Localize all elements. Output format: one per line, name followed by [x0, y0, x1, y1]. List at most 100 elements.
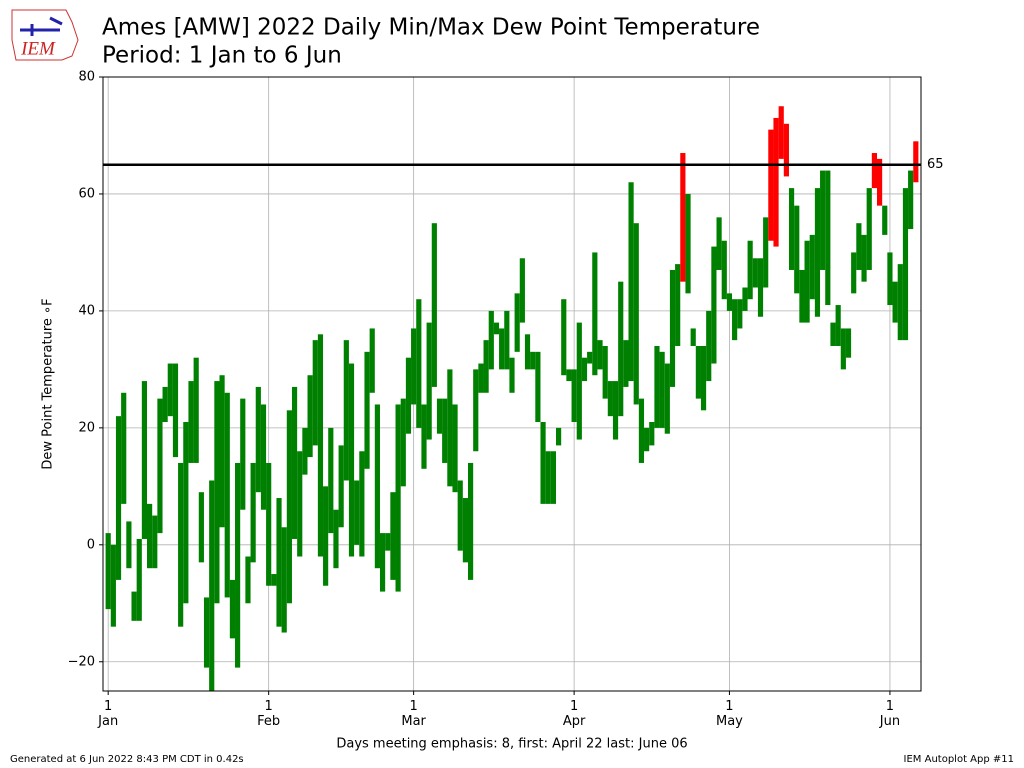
bar: [457, 480, 463, 551]
bar: [571, 369, 577, 423]
bar: [328, 427, 334, 534]
bar: [343, 340, 349, 481]
bar: [644, 427, 650, 452]
chart-title: Ames [AMW] 2022 Daily Min/Max Dew Point …: [102, 15, 760, 41]
bar: [333, 509, 339, 569]
bar: [390, 492, 396, 580]
bar: [700, 345, 707, 411]
y-tick-label: 20: [78, 420, 95, 435]
bar: [488, 310, 494, 370]
bar: [235, 462, 241, 668]
bar: [214, 381, 220, 604]
bar: [587, 351, 593, 364]
bar: [302, 427, 308, 475]
bar: [426, 322, 432, 440]
bar: [820, 170, 826, 270]
bar: [814, 188, 821, 317]
bar: [312, 340, 318, 446]
bar: [550, 451, 557, 504]
bar: [152, 515, 158, 569]
bar: [706, 310, 712, 382]
bar: [799, 269, 805, 323]
bar: [897, 264, 903, 341]
bar: [323, 486, 329, 586]
bar: [452, 404, 458, 493]
bar: [442, 398, 448, 463]
bar: [121, 392, 127, 504]
bar: [711, 246, 717, 364]
bar: [690, 328, 696, 346]
bar: [675, 264, 681, 346]
bar: [654, 345, 660, 428]
bar: [752, 258, 758, 288]
bar: [421, 404, 427, 469]
logo-text: IEM: [20, 38, 56, 59]
bar: [876, 158, 883, 206]
bar: [540, 422, 546, 504]
y-tick-label: 80: [78, 70, 95, 85]
bar: [245, 556, 251, 604]
bar: [742, 287, 748, 311]
bar: [374, 404, 380, 569]
bar: [307, 375, 313, 458]
bar: [483, 340, 489, 393]
x-tick-label: 1 Apr: [562, 699, 586, 729]
bar: [266, 462, 272, 586]
bar: [467, 462, 474, 580]
bar: [592, 252, 598, 376]
bar: [338, 445, 344, 528]
bar: [188, 381, 194, 463]
bar: [783, 123, 789, 177]
logo: IEM: [11, 9, 79, 61]
y-tick-label: 0: [87, 537, 95, 552]
bar: [105, 533, 111, 610]
bar: [768, 129, 774, 241]
bar: [794, 205, 800, 294]
bar: [400, 398, 406, 487]
y-tick-label: 40: [78, 303, 95, 318]
bar: [649, 422, 655, 446]
footer-left: Generated at 6 Jun 2022 8:43 PM CDT in 0…: [10, 754, 244, 765]
bar: [110, 544, 116, 627]
bar: [721, 240, 727, 300]
bar: [695, 345, 701, 399]
bar: [131, 591, 137, 621]
bar: [851, 252, 857, 294]
bar: [157, 398, 163, 534]
bar: [804, 240, 810, 323]
bar: [172, 363, 179, 458]
y-tick-label: 60: [78, 186, 95, 201]
bar: [260, 404, 267, 510]
bar: [141, 381, 148, 539]
bar: [379, 533, 386, 592]
bar: [913, 141, 919, 183]
bar: [835, 305, 841, 346]
bar: [763, 217, 769, 288]
bar: [493, 322, 500, 335]
bar: [747, 240, 753, 300]
x-tick-label: 1 Feb: [257, 699, 281, 729]
bar: [209, 480, 215, 691]
x-axis-label: Days meeting emphasis: 8, first: April 2…: [336, 737, 687, 752]
bar: [732, 299, 738, 341]
bar: [602, 345, 608, 399]
bar: [178, 462, 184, 627]
bar: [193, 357, 199, 463]
bar: [845, 328, 852, 358]
bar: [348, 363, 355, 557]
bar: [773, 117, 779, 247]
bar: [509, 357, 515, 393]
bar: [545, 451, 551, 504]
bar: [576, 322, 582, 440]
chart-subtitle: Period: 1 Jan to 6 Jun: [102, 43, 342, 69]
bar: [685, 193, 691, 294]
bar: [203, 597, 210, 668]
bar: [856, 223, 862, 270]
bar: [276, 498, 282, 627]
bar: [405, 357, 412, 434]
bar: [612, 381, 619, 440]
y-tick-label: −20: [68, 654, 95, 669]
bar: [478, 363, 484, 393]
bar: [519, 258, 525, 323]
